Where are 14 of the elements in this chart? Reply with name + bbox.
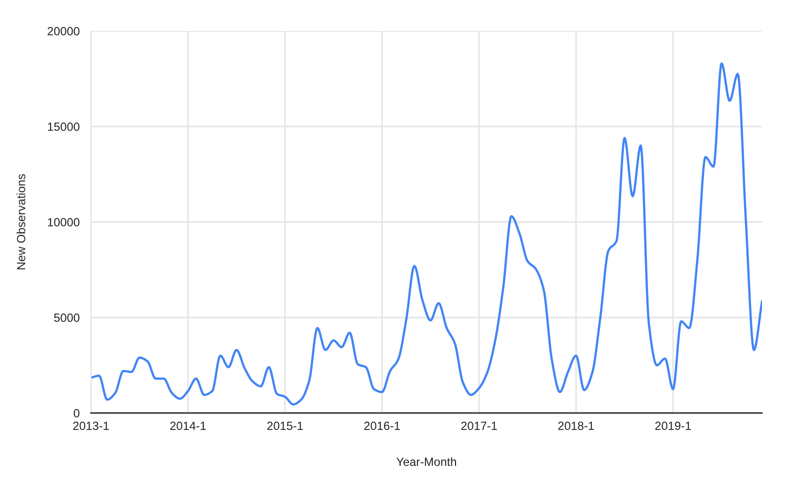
- y-tick-label: 15000: [48, 122, 80, 131]
- y-axis-title: New Observations: [16, 174, 26, 270]
- x-tick-label: 2015-1: [267, 422, 303, 430]
- y-tick-label: 10000: [48, 218, 80, 226]
- x-tick-label: 2016-1: [364, 422, 400, 430]
- x-tick-label: 2018-1: [558, 422, 594, 430]
- x-tick-label: 2019-1: [655, 422, 691, 430]
- x-tick-label: 2013-1: [73, 422, 109, 430]
- x-axis-title: Year-Month: [396, 457, 456, 466]
- y-tick-label: 20000: [48, 27, 80, 36]
- y-tick-label: 5000: [54, 314, 80, 322]
- x-tick-label: 2014-1: [170, 422, 206, 430]
- x-tick-label: 2017-1: [461, 422, 497, 430]
- y-tick-label: 0: [74, 409, 80, 418]
